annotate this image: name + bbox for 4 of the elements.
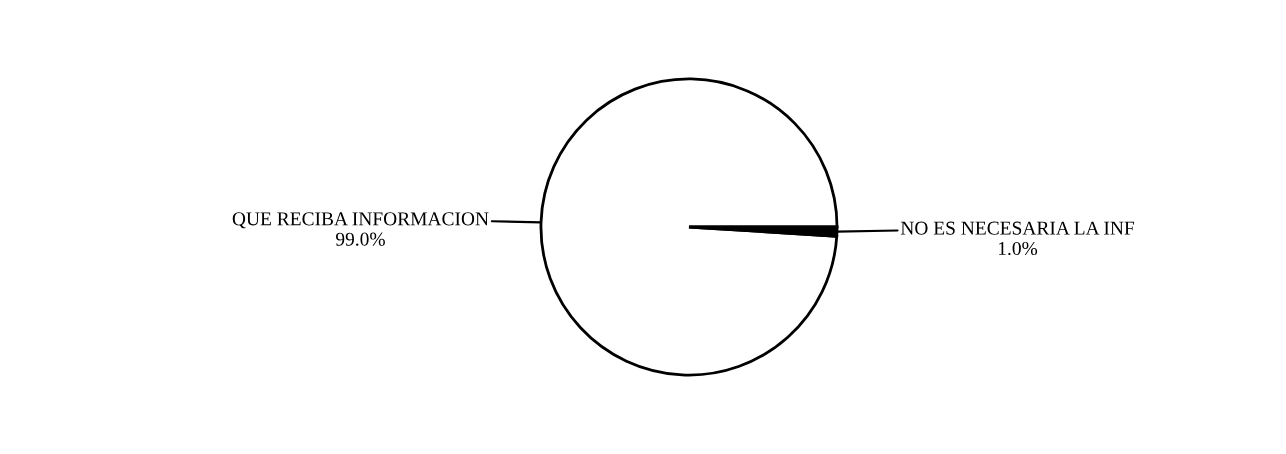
slice-label: QUE RECIBA INFORMACION — [232, 212, 489, 229]
data-label: 99.0% — [335, 232, 385, 246]
slice-label: NO ES NECESARIA LA INF — [900, 221, 1135, 235]
data-label: 1.0% — [998, 241, 1038, 256]
